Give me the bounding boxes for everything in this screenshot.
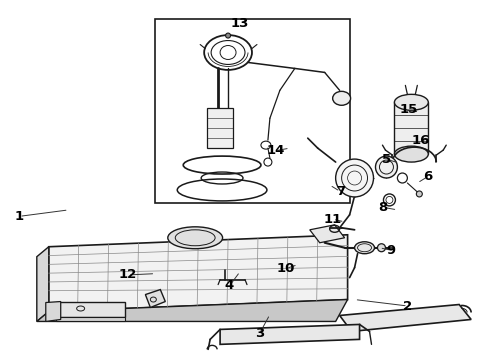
Text: 6: 6 — [423, 170, 433, 183]
Text: 10: 10 — [277, 262, 295, 275]
Polygon shape — [340, 305, 471, 332]
Polygon shape — [220, 324, 360, 345]
Ellipse shape — [394, 94, 428, 110]
Text: 8: 8 — [378, 201, 388, 214]
Text: 5: 5 — [382, 153, 391, 166]
Polygon shape — [37, 247, 49, 321]
Ellipse shape — [394, 146, 428, 162]
Text: 2: 2 — [403, 300, 413, 312]
Polygon shape — [310, 225, 344, 243]
Text: 3: 3 — [255, 327, 264, 341]
Ellipse shape — [416, 191, 422, 197]
Text: 12: 12 — [119, 269, 137, 282]
Ellipse shape — [336, 159, 373, 197]
Polygon shape — [49, 235, 347, 311]
Polygon shape — [146, 289, 165, 307]
Ellipse shape — [225, 33, 231, 38]
Polygon shape — [46, 302, 61, 321]
Ellipse shape — [375, 156, 397, 178]
Polygon shape — [56, 318, 125, 321]
Polygon shape — [56, 302, 125, 318]
Ellipse shape — [333, 91, 350, 105]
Bar — [155, 19, 349, 203]
Text: 7: 7 — [336, 185, 345, 198]
Text: 15: 15 — [400, 103, 418, 116]
Text: 13: 13 — [231, 17, 249, 30]
Ellipse shape — [355, 242, 374, 254]
Text: 16: 16 — [412, 134, 430, 147]
Text: 1: 1 — [15, 210, 24, 223]
Polygon shape — [37, 300, 347, 321]
Text: 4: 4 — [225, 279, 234, 292]
Ellipse shape — [168, 227, 222, 249]
Text: 14: 14 — [266, 144, 285, 157]
Ellipse shape — [377, 244, 386, 252]
Text: 11: 11 — [323, 213, 342, 226]
Bar — [394, 102, 428, 154]
Text: 9: 9 — [387, 244, 396, 257]
Bar — [207, 108, 233, 148]
